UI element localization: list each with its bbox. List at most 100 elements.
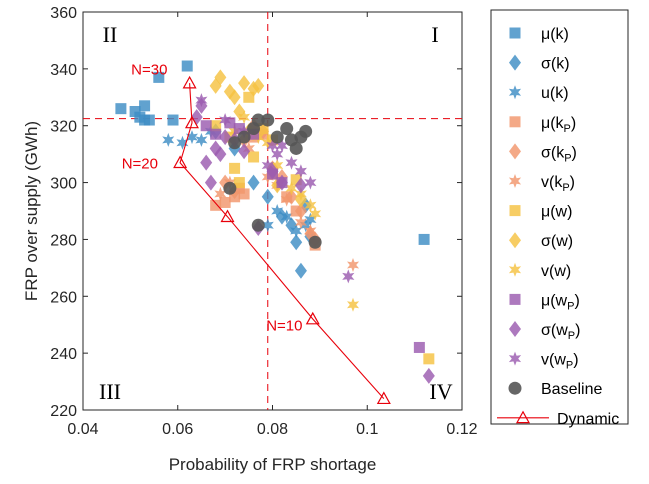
data-point [200, 154, 213, 171]
data-point [294, 215, 307, 230]
legend-label: μ(wP) [541, 292, 580, 312]
dynamic-point [173, 155, 188, 169]
data-point [219, 113, 232, 127]
legend-label: σ(k) [541, 56, 570, 73]
quadrant-label-3: III [99, 379, 121, 404]
data-point [294, 164, 307, 179]
data-point [210, 120, 222, 132]
data-point [139, 100, 151, 112]
y-tick-label: 260 [50, 289, 77, 306]
data-point [271, 158, 284, 173]
data-point [309, 206, 322, 221]
legend-marker [509, 143, 521, 160]
data-point [304, 198, 317, 213]
quadrant-label-4: IV [429, 379, 452, 404]
data-point [280, 122, 294, 136]
data-point [270, 130, 284, 144]
data-point [290, 234, 303, 251]
y-tick-label: 240 [50, 346, 77, 363]
legend-marker [509, 321, 521, 337]
data-point [219, 129, 232, 146]
data-point [347, 258, 360, 272]
data-point [248, 151, 260, 163]
data-point [129, 106, 141, 117]
data-point [115, 103, 127, 115]
legend: μ(k) σ(k) u(k) μ(kP) σ(kP) v(kP) μ(w) σ(w) v(w) μ… [490, 9, 629, 428]
legend-marker [509, 293, 521, 305]
data-point [304, 175, 317, 190]
data-point [153, 71, 165, 83]
data-point [418, 233, 430, 245]
data-point [228, 136, 242, 150]
data-point [181, 60, 193, 72]
legend-marker [515, 410, 531, 424]
data-point [294, 262, 307, 279]
legend-label: σ(kP) [541, 144, 577, 164]
data-point [243, 91, 255, 103]
y-tick-label: 340 [50, 62, 77, 79]
data-point [228, 89, 241, 106]
dynamic-point [184, 115, 199, 129]
legend-marker [508, 85, 522, 100]
legend-label: σ(wP) [541, 322, 580, 342]
x-tick-label: 0.04 [67, 421, 98, 438]
legend-marker [509, 116, 521, 128]
x-tick-label: 0.08 [257, 421, 288, 438]
y-tick-label: 280 [50, 232, 77, 249]
legend-label: σ(w) [541, 233, 573, 250]
data-point [237, 130, 251, 144]
data-point [261, 218, 274, 233]
data-point [294, 177, 307, 194]
data-point [167, 114, 179, 126]
legend-label: v(wP) [541, 352, 579, 372]
data-point [233, 182, 245, 194]
legend-label: μ(w) [541, 204, 572, 221]
data-point [280, 209, 293, 224]
legend-label: Dynamic [557, 411, 619, 428]
y-tick-label: 220 [50, 403, 77, 420]
legend-label: Baseline [541, 381, 602, 398]
dynamic-point [182, 75, 197, 89]
data-point [176, 135, 189, 150]
data-point [210, 128, 222, 140]
data-point [289, 141, 303, 155]
y-tick-label: 360 [50, 5, 77, 22]
data-point [214, 69, 227, 86]
x-tick-label: 0.06 [162, 421, 193, 438]
data-point [210, 199, 222, 211]
dynamic-point [220, 209, 235, 223]
data-point [204, 174, 217, 191]
data-point [238, 143, 251, 160]
data-point [294, 186, 307, 201]
data-point [413, 341, 425, 353]
quadrant-label-1: I [431, 22, 438, 47]
plot-area: 0.04 0.06 0.08 0.1 0.12 220 240 260 280 300 320 340… [22, 5, 478, 474]
legend-label: u(k) [541, 85, 569, 102]
data-point [304, 212, 317, 227]
data-point [275, 138, 288, 153]
data-point [290, 223, 303, 238]
data-point [233, 177, 245, 189]
data-point [223, 181, 237, 195]
data-point [422, 367, 435, 384]
data-point [238, 188, 250, 200]
data-point [275, 174, 288, 191]
legend-marker [508, 351, 522, 366]
legend-label: v(w) [541, 263, 571, 280]
x-axis-label: Probability of FRP shortage [169, 455, 377, 474]
data-point [299, 124, 313, 138]
legend-marker [509, 27, 521, 39]
data-point [238, 110, 251, 125]
data-point [214, 146, 227, 163]
dynamic-series-line [179, 83, 385, 399]
data-point [162, 132, 175, 147]
data-point [271, 204, 284, 218]
data-point [238, 75, 251, 92]
data-point [285, 181, 298, 196]
data-point [261, 113, 275, 127]
dynamic-point [305, 311, 320, 325]
legend-label: μ(k) [541, 26, 569, 43]
data-point [251, 113, 265, 127]
